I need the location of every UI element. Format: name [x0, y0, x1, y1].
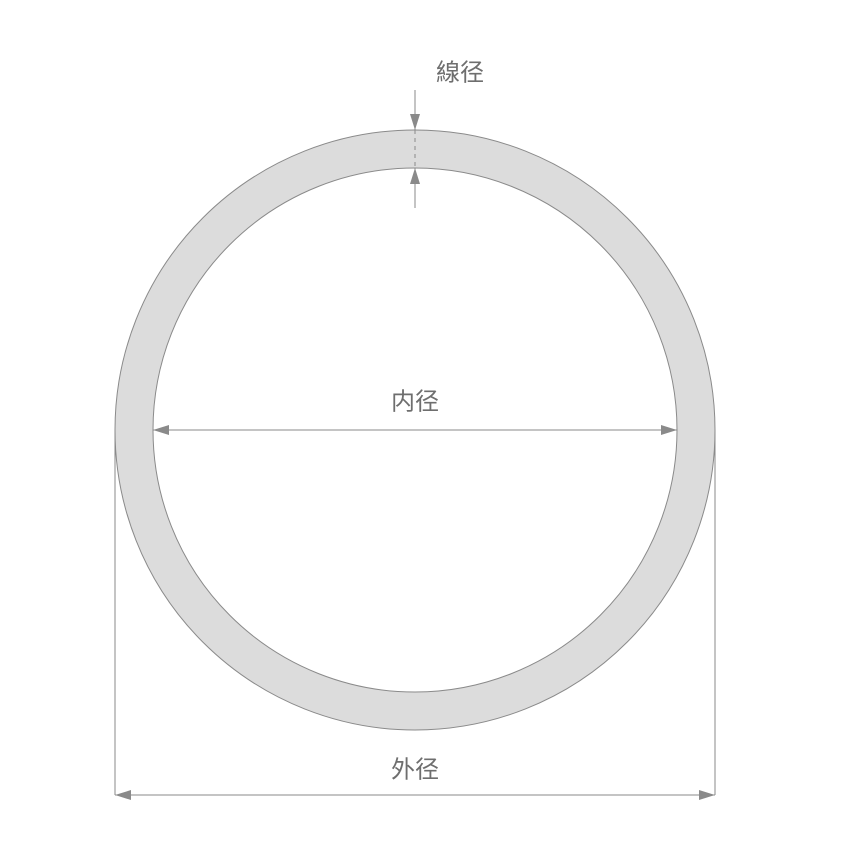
ring-dimension-diagram: 線径内径外径 — [0, 0, 850, 850]
inner-diameter-label: 内径 — [391, 389, 439, 416]
wall-thickness-label: 線径 — [436, 60, 484, 87]
outer-diameter-label: 外径 — [391, 757, 439, 784]
